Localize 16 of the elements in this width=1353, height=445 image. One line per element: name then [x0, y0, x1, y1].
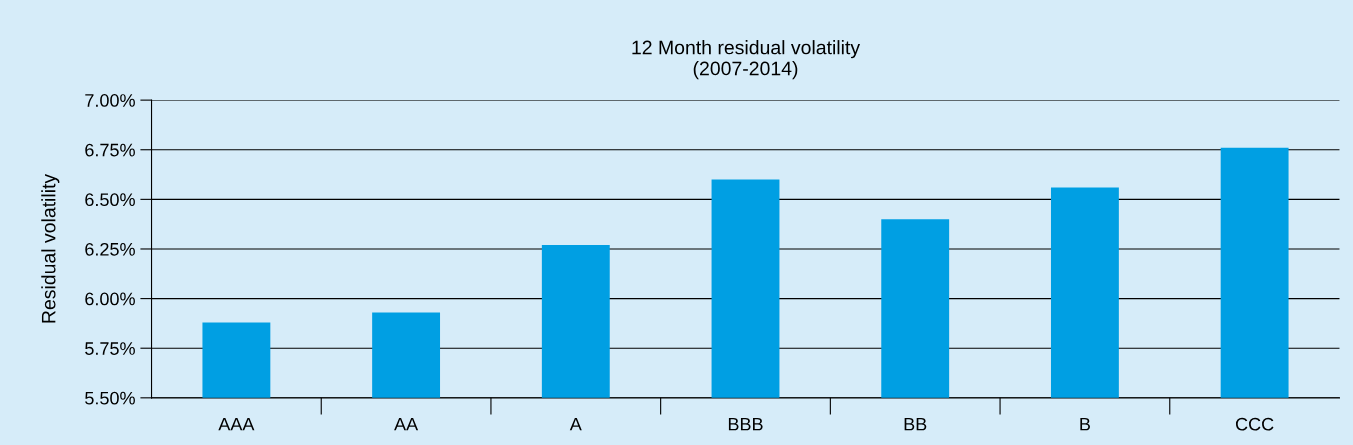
y-tick-label: 6.25% — [85, 242, 135, 256]
x-tick-label: AAA — [218, 417, 255, 431]
chart-title: 12 Month residual volatility (2007-2014) — [632, 40, 861, 80]
x-tick-label: CCC — [1235, 417, 1274, 431]
x-tick-label: BBB — [728, 417, 763, 431]
y-tick-label: 5.50% — [85, 391, 135, 405]
y-axis-title: Residual volatility — [41, 173, 60, 323]
x-tick-label: B — [1080, 417, 1090, 431]
x-tick-label: AA — [394, 417, 419, 431]
y-tick-label: 6.75% — [85, 143, 135, 157]
y-tick-label: 6.00% — [85, 292, 135, 306]
x-tick-label: A — [569, 417, 582, 431]
y-tick-label: 7.00% — [85, 94, 135, 107]
y-tick-label: 5.75% — [85, 342, 135, 355]
x-tick-label: BB — [904, 417, 927, 431]
y-tick-label: 6.50% — [85, 193, 135, 207]
